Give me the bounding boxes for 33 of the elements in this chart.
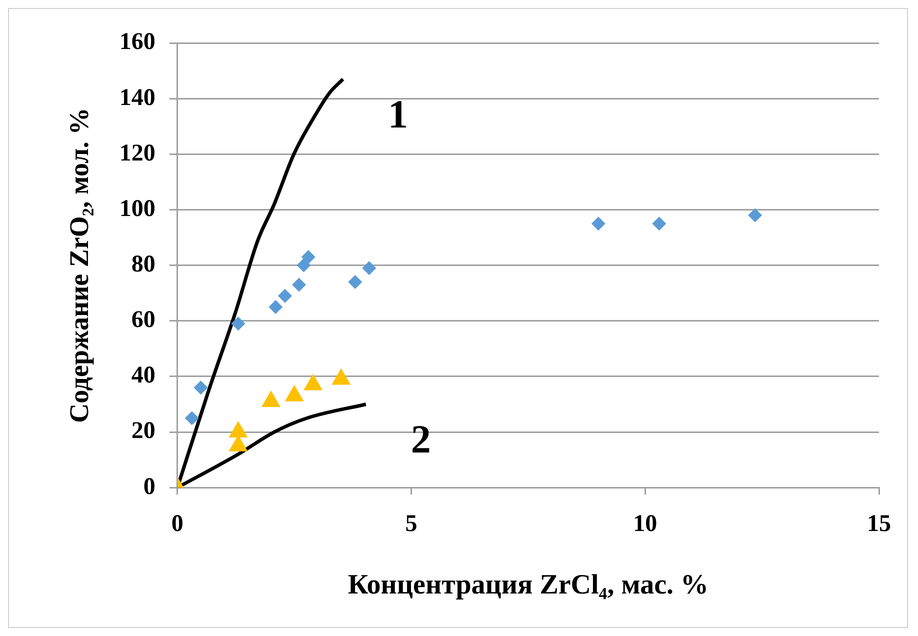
point xyxy=(348,274,362,289)
x-tick-label: 0 xyxy=(171,511,184,538)
point xyxy=(268,300,283,314)
point xyxy=(284,384,304,402)
y-axis-title: Содержание ZrO₂, мол. % xyxy=(64,108,94,423)
point xyxy=(332,368,351,385)
y-tick-label: 120 xyxy=(119,140,156,166)
y-tick-label: 140 xyxy=(119,84,156,111)
point xyxy=(261,390,280,407)
y-tick-label: 0 xyxy=(143,474,156,500)
x-tick-label: 5 xyxy=(405,511,418,538)
x-tick-label: 15 xyxy=(867,511,891,538)
point xyxy=(652,216,666,231)
y-tick-label: 60 xyxy=(131,307,156,334)
point xyxy=(231,316,246,331)
y-tick-label: 160 xyxy=(119,29,156,56)
y-tick-label: 80 xyxy=(131,252,156,278)
point xyxy=(296,258,311,272)
y-tick-label: 100 xyxy=(119,196,156,222)
series-label: 1 xyxy=(388,91,408,136)
point xyxy=(228,421,248,438)
point xyxy=(301,250,316,264)
point xyxy=(278,288,292,303)
y-tick-label: 20 xyxy=(131,418,156,444)
x-tick-label: 10 xyxy=(633,511,658,538)
y-tick-label: 40 xyxy=(131,362,156,389)
point xyxy=(591,216,606,231)
point xyxy=(292,278,306,292)
series-label: 2 xyxy=(410,416,431,462)
point xyxy=(748,208,762,222)
point xyxy=(304,374,323,390)
point xyxy=(362,261,376,276)
x-axis-title: Концентрация ZrCl₄, мас. % xyxy=(348,569,709,600)
